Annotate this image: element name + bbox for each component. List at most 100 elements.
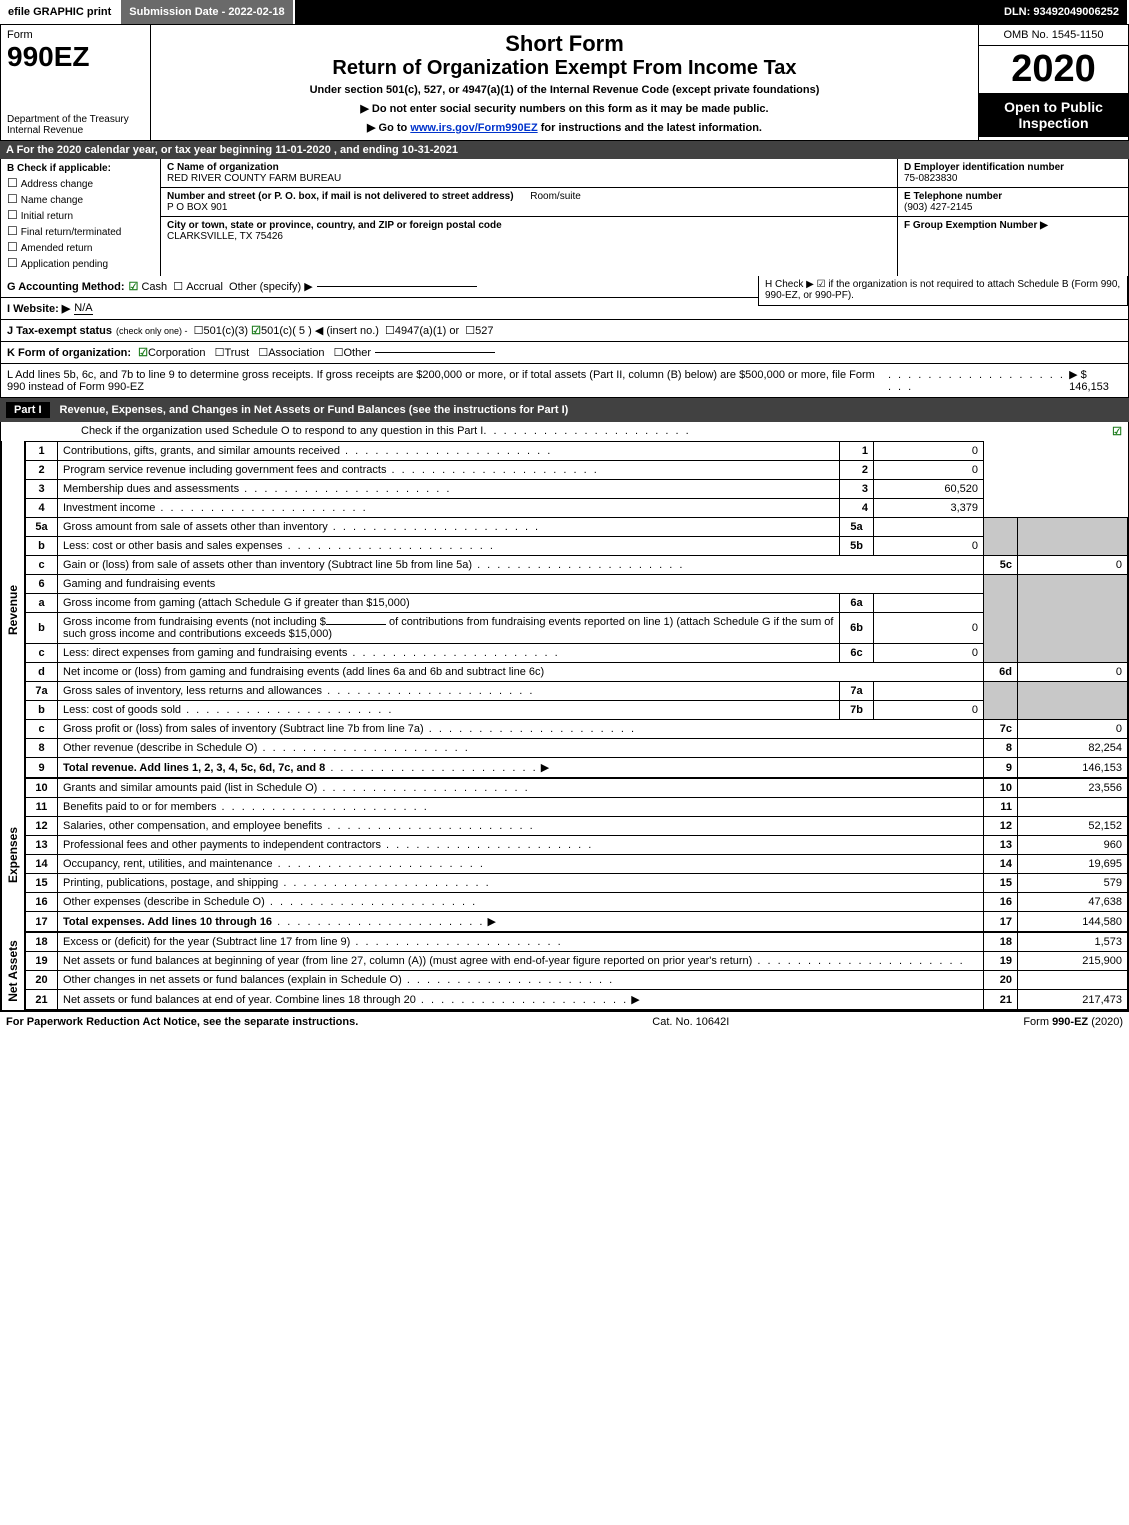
dept-treasury: Department of the Treasury <box>7 114 144 125</box>
chk-cash-icon: ☑ <box>129 280 139 293</box>
opt-trust: Trust <box>225 347 250 359</box>
part-1-title: Revenue, Expenses, and Changes in Net As… <box>60 404 569 416</box>
line-k: K Form of organization: ☑ Corporation ☐ … <box>1 341 1128 363</box>
submission-date-label: Submission Date - 2022-02-18 <box>121 0 294 24</box>
part-1-tag: Part I <box>6 402 50 418</box>
chk-initial-return[interactable]: Initial return <box>7 208 154 222</box>
line-l-amount: ▶ $ 146,153 <box>1069 368 1122 393</box>
street-value: P O BOX 901 <box>167 202 227 213</box>
table-row: 3Membership dues and assessments360,520 <box>26 480 1128 499</box>
opt-corporation: Corporation <box>148 347 205 359</box>
line-h-box: H Check ▶ ☑ if the organization is not r… <box>758 276 1128 306</box>
table-row: bLess: cost of goods sold7b0 <box>26 701 1128 720</box>
opt-4947: 4947(a)(1) or <box>395 325 459 337</box>
table-row: 9Total revenue. Add lines 1, 2, 3, 4, 5c… <box>26 758 1128 778</box>
expenses-side-label: Expenses <box>1 778 25 932</box>
table-row: dNet income or (loss) from gaming and fu… <box>26 663 1128 682</box>
expenses-section: Expenses 10Grants and similar amounts pa… <box>0 778 1129 932</box>
net-assets-side-label: Net Assets <box>1 932 25 1010</box>
chk-final-return[interactable]: Final return/terminated <box>7 224 154 238</box>
table-row: 13Professional fees and other payments t… <box>26 836 1128 855</box>
header-right: OMB No. 1545-1150 2020 Open to Public In… <box>978 25 1128 140</box>
lines-g-l: H Check ▶ ☑ if the organization is not r… <box>0 276 1129 398</box>
topbar-spacer <box>295 0 996 24</box>
room-suite-label: Room/suite <box>530 191 581 202</box>
page-footer: For Paperwork Reduction Act Notice, see … <box>0 1011 1129 1032</box>
ein-value: 75-0823830 <box>904 173 957 184</box>
part-1-schedule-o-check: ☑ <box>1112 425 1122 438</box>
column-b-checkboxes: B Check if applicable: Address change Na… <box>1 159 161 276</box>
table-row: aGross income from gaming (attach Schedu… <box>26 594 1128 613</box>
table-row: 17Total expenses. Add lines 10 through 1… <box>26 912 1128 932</box>
opt-501c3: 501(c)(3) <box>203 325 248 337</box>
org-name-label: C Name of organization <box>167 162 279 173</box>
part-1-check-text: Check if the organization used Schedule … <box>81 425 483 438</box>
col-b-title: B Check if applicable: <box>7 163 111 174</box>
other-org-blank <box>375 352 495 353</box>
form-label: Form <box>7 29 144 41</box>
table-row: bGross income from fundraising events (n… <box>26 613 1128 644</box>
table-row: 5aGross amount from sale of assets other… <box>26 518 1128 537</box>
opt-other: Other <box>343 347 371 359</box>
revenue-section: Revenue 1Contributions, gifts, grants, a… <box>0 441 1129 778</box>
city-value: CLARKSVILLE, TX 75426 <box>167 231 283 242</box>
footer-form-ref: Form 990-EZ (2020) <box>1023 1016 1123 1028</box>
irs-link[interactable]: www.irs.gov/Form990EZ <box>410 122 537 134</box>
table-row: 12Salaries, other compensation, and empl… <box>26 817 1128 836</box>
tax-year: 2020 <box>979 46 1128 93</box>
net-assets-table: 18Excess or (deficit) for the year (Subt… <box>25 932 1128 1010</box>
chk-accrual-icon: ☐ <box>173 280 183 293</box>
table-row: 2Program service revenue including gover… <box>26 461 1128 480</box>
chk-name-change[interactable]: Name change <box>7 192 154 206</box>
city-label: City or town, state or province, country… <box>167 220 502 231</box>
instructions-link-line: ▶ Go to www.irs.gov/Form990EZ for instru… <box>161 121 968 134</box>
table-row: 1Contributions, gifts, grants, and simil… <box>26 442 1128 461</box>
org-name: RED RIVER COUNTY FARM BUREAU <box>167 173 341 184</box>
chk-application-pending[interactable]: Application pending <box>7 256 154 270</box>
table-row: 4Investment income43,379 <box>26 499 1128 518</box>
opt-association: Association <box>268 347 324 359</box>
chk-corp-icon: ☑ <box>138 346 148 359</box>
goto-post: for instructions and the latest informat… <box>538 122 762 134</box>
column-c-org-info: C Name of organization RED RIVER COUNTY … <box>161 159 898 276</box>
table-row: 8Other revenue (describe in Schedule O)8… <box>26 739 1128 758</box>
ssn-warning: ▶ Do not enter social security numbers o… <box>161 102 968 115</box>
revenue-side-label: Revenue <box>1 441 25 778</box>
table-row: 16Other expenses (describe in Schedule O… <box>26 893 1128 912</box>
line-j-sub: (check only one) - <box>116 326 188 336</box>
street-label: Number and street (or P. O. box, if mail… <box>167 191 514 202</box>
line-i: I Website: ▶ N/A <box>1 297 758 319</box>
column-de: D Employer identification number 75-0823… <box>898 159 1128 276</box>
chk-address-change[interactable]: Address change <box>7 176 154 190</box>
table-row: 19Net assets or fund balances at beginni… <box>26 952 1128 971</box>
website-value: N/A <box>74 302 92 315</box>
dln-label: DLN: 93492049006252 <box>996 0 1129 24</box>
table-row: cGross profit or (loss) from sales of in… <box>26 720 1128 739</box>
top-bar: efile GRAPHIC print Submission Date - 20… <box>0 0 1129 24</box>
info-grid: B Check if applicable: Address change Na… <box>0 159 1129 276</box>
opt-other-specify: Other (specify) ▶ <box>229 280 313 293</box>
table-row: cLess: direct expenses from gaming and f… <box>26 644 1128 663</box>
dept-irs: Internal Revenue <box>7 125 144 136</box>
chk-amended-return[interactable]: Amended return <box>7 240 154 254</box>
table-row: bLess: cost or other basis and sales exp… <box>26 537 1128 556</box>
opt-527: 527 <box>475 325 493 337</box>
line-i-label: I Website: ▶ <box>7 302 70 315</box>
line-g-label: G Accounting Method: <box>7 281 125 293</box>
revenue-table: 1Contributions, gifts, grants, and simil… <box>25 441 1128 778</box>
opt-501c: 501(c)( 5 ) ◀ (insert no.) <box>261 324 379 337</box>
efile-print-label[interactable]: efile GRAPHIC print <box>0 0 121 24</box>
return-title: Return of Organization Exempt From Incom… <box>161 57 968 80</box>
opt-cash: Cash <box>141 281 167 293</box>
open-public-inspection: Open to Public Inspection <box>979 93 1128 137</box>
line-g: G Accounting Method: ☑ Cash ☐ Accrual Ot… <box>1 276 758 297</box>
line-l-text: L Add lines 5b, 6c, and 7b to line 9 to … <box>7 369 888 393</box>
table-row: 20Other changes in net assets or fund ba… <box>26 971 1128 990</box>
part-1-header: Part I Revenue, Expenses, and Changes in… <box>0 398 1129 422</box>
header-left: Form 990EZ Department of the Treasury In… <box>1 25 151 140</box>
ein-label: D Employer identification number <box>904 162 1064 173</box>
table-row: 11Benefits paid to or for members11 <box>26 798 1128 817</box>
line-h-text: H Check ▶ ☑ if the organization is not r… <box>765 279 1120 301</box>
header-center: Short Form Return of Organization Exempt… <box>151 25 978 140</box>
phone-label: E Telephone number <box>904 191 1002 202</box>
